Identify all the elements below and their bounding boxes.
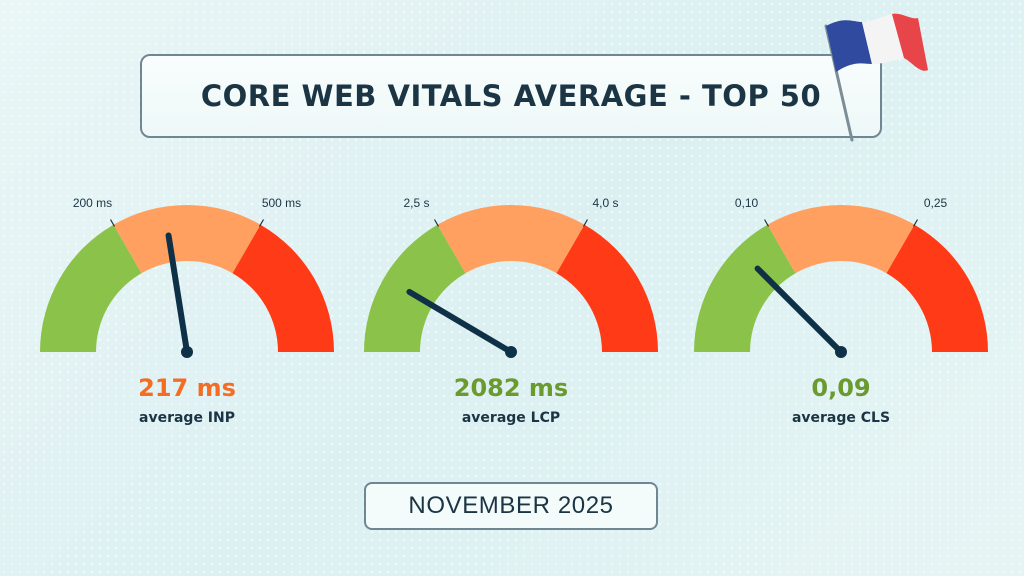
gauge-cls: 0,10 0,25 <box>686 196 996 370</box>
gauge-inp-pivot <box>181 346 193 358</box>
gauge-lcp-tick-1 <box>433 219 440 227</box>
gauge-cls-threshold-label-2: 0,25 <box>924 196 948 210</box>
gauge-cls-svg: 0,10 0,25 <box>694 196 988 358</box>
gauge-lcp-threshold-label-1: 2,5 s <box>403 196 429 210</box>
gauge-lcp-label: average LCP <box>461 410 561 426</box>
date-box: NOVEMBER 2025 <box>364 482 658 530</box>
gauge-cls-poor-segment <box>886 224 988 352</box>
gauge-inp: 200 ms 500 ms <box>32 196 342 370</box>
gauge-lcp-svg: 2,5 s 4,0 s <box>364 196 658 358</box>
gauge-inp-svg: 200 ms 500 ms <box>40 196 334 358</box>
gauge-cls-needle <box>754 265 844 355</box>
gauge-cls-pivot <box>835 346 847 358</box>
gauge-lcp-poor-segment <box>556 224 658 352</box>
gauge-lcp-value: 2082 ms <box>453 374 569 402</box>
gauge-lcp: 2,5 s 4,0 s <box>356 196 666 370</box>
title-box: CORE WEB VITALS AVERAGE - TOP 50 <box>140 54 882 138</box>
gauge-cls-label: average CLS <box>791 410 891 426</box>
gauge-lcp-pivot <box>505 346 517 358</box>
france-flag-icon <box>824 13 928 142</box>
gauge-lcp-tick-2 <box>582 219 589 227</box>
gauge-inp-needs-improvement-segment <box>113 205 261 274</box>
gauge-cls-tick-2 <box>912 219 919 227</box>
gauge-inp-label: average INP <box>139 410 235 426</box>
gauge-lcp-threshold-label-2: 4,0 s <box>592 196 618 210</box>
gauge-inp-needle <box>165 232 190 355</box>
gauge-lcp-needle <box>406 288 514 355</box>
gauge-cls-needs-improvement-segment <box>767 205 915 274</box>
date-label: NOVEMBER 2025 <box>408 492 614 519</box>
gauge-inp-tick-1 <box>109 219 116 227</box>
gauge-cls-value: 0,09 <box>811 374 871 402</box>
gauge-inp-good-segment <box>40 224 142 352</box>
gauge-inp-tick-2 <box>258 219 265 227</box>
gauge-cls-threshold-label-1: 0,10 <box>735 196 759 210</box>
gauge-inp-poor-segment <box>232 224 334 352</box>
gauge-cls-good-segment <box>694 224 796 352</box>
gauge-cls-tick-1 <box>763 219 770 227</box>
gauge-lcp-needs-improvement-segment <box>437 205 585 274</box>
gauge-inp-threshold-label-2: 500 ms <box>262 196 301 210</box>
gauge-lcp-good-segment <box>364 224 466 352</box>
gauge-inp-value: 217 ms <box>138 374 236 402</box>
page-title: CORE WEB VITALS AVERAGE - TOP 50 <box>200 79 822 113</box>
gauge-inp-threshold-label-1: 200 ms <box>73 196 112 210</box>
